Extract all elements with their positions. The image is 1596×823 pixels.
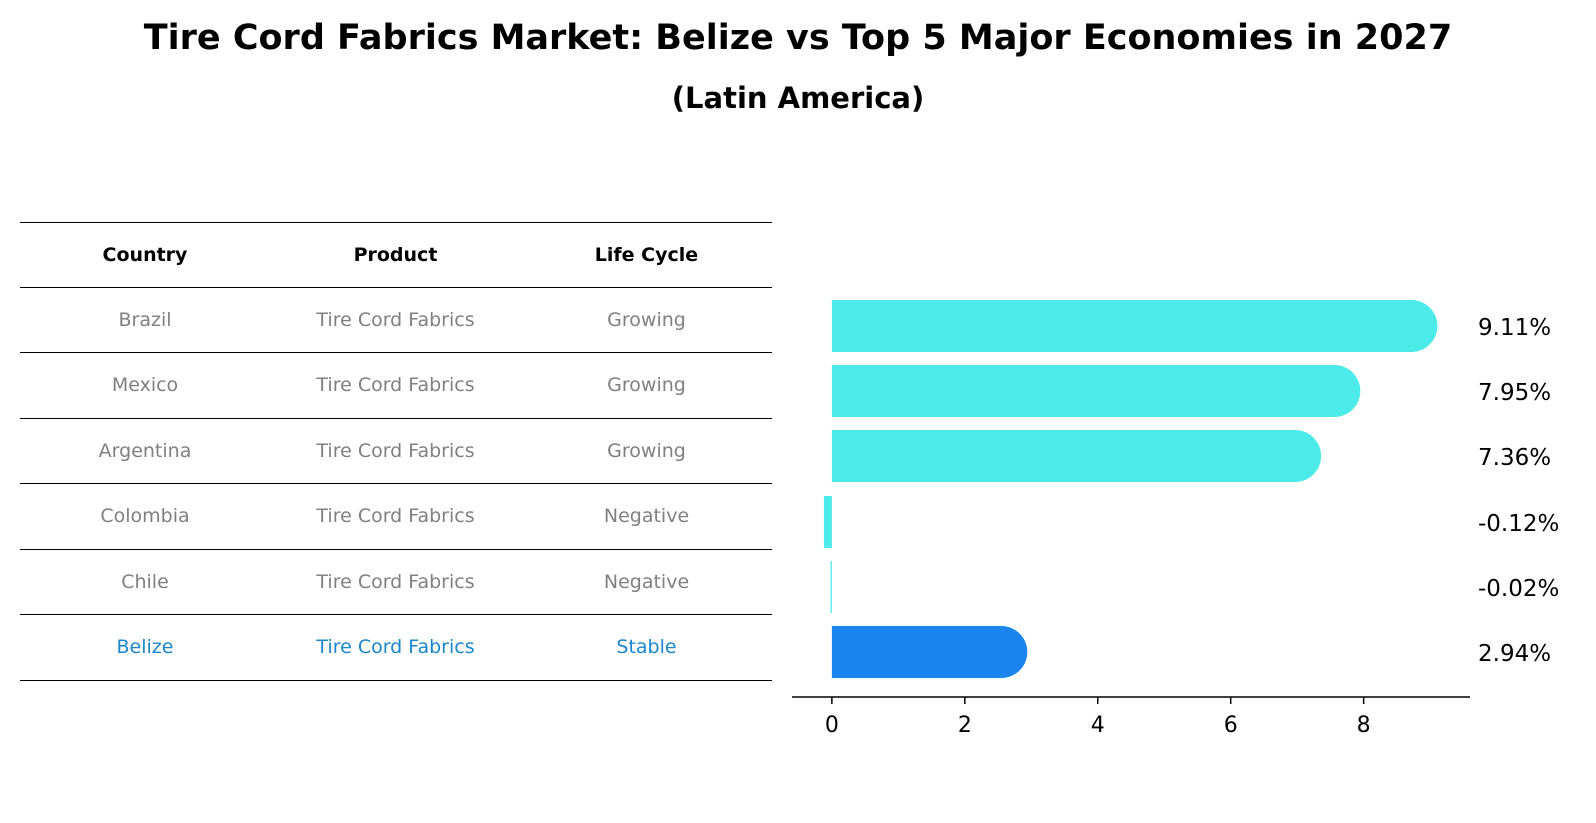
table-header-country: Country	[102, 244, 188, 266]
table-rule	[20, 418, 772, 419]
table-cell-country: Brazil	[118, 309, 172, 331]
x-tick-label: 8	[1357, 713, 1371, 738]
table-rule	[20, 549, 772, 550]
table-cell-life-cycle: Growing	[607, 309, 686, 331]
value-label: 9.11%	[1478, 315, 1551, 341]
bar-argentina	[831, 430, 1322, 482]
table-cell-life-cycle: Growing	[607, 440, 686, 462]
value-label: 7.95%	[1478, 380, 1551, 406]
table-cell-product: Tire Cord Fabrics	[316, 571, 475, 593]
table-cell-life-cycle: Stable	[616, 636, 677, 658]
table-cell-product: Tire Cord Fabrics	[316, 505, 475, 527]
table-cell-product: Tire Cord Fabrics	[316, 374, 475, 396]
bar-colombia	[823, 496, 832, 548]
x-tick-label: 4	[1091, 713, 1105, 738]
value-label: -0.12%	[1478, 511, 1559, 537]
bar-mexico	[831, 365, 1361, 417]
table-cell-country: Belize	[116, 636, 174, 658]
value-label: 2.94%	[1478, 641, 1551, 667]
x-tick-label: 2	[958, 713, 972, 738]
table-cell-product: Tire Cord Fabrics	[316, 636, 475, 658]
chart-subtitle: (Latin America)	[671, 81, 925, 115]
chart-title: Tire Cord Fabrics Market: Belize vs Top …	[143, 18, 1453, 58]
data-table: Country Product Life Cycle Brazil Tire C…	[20, 222, 772, 692]
table-cell-life-cycle: Negative	[603, 505, 690, 527]
table-cell-life-cycle: Negative	[603, 571, 690, 593]
table-cell-product: Tire Cord Fabrics	[316, 309, 475, 331]
table-cell-life-cycle: Growing	[607, 374, 686, 396]
table-cell-country: Chile	[121, 571, 169, 593]
table-rule	[20, 287, 772, 288]
table-cell-country: Argentina	[98, 440, 192, 462]
table-cell-country: Colombia	[100, 505, 190, 527]
table-rule	[20, 614, 772, 615]
value-label: 7.36%	[1478, 445, 1551, 471]
table-rule	[20, 483, 772, 484]
table-cell-product: Tire Cord Fabrics	[316, 440, 475, 462]
value-label: -0.02%	[1478, 576, 1559, 602]
table-rule	[20, 352, 772, 353]
bar-belize	[831, 626, 1028, 678]
table-rule	[20, 680, 772, 681]
bar-brazil	[831, 300, 1438, 352]
bar-chile	[830, 561, 832, 613]
table-header-product: Product	[353, 244, 438, 266]
table-header-life-cycle: Life Cycle	[594, 244, 699, 266]
x-tick-label: 0	[825, 713, 839, 738]
table-cell-country: Mexico	[111, 374, 179, 396]
x-tick-label: 6	[1224, 713, 1238, 738]
table-rule	[20, 222, 772, 223]
